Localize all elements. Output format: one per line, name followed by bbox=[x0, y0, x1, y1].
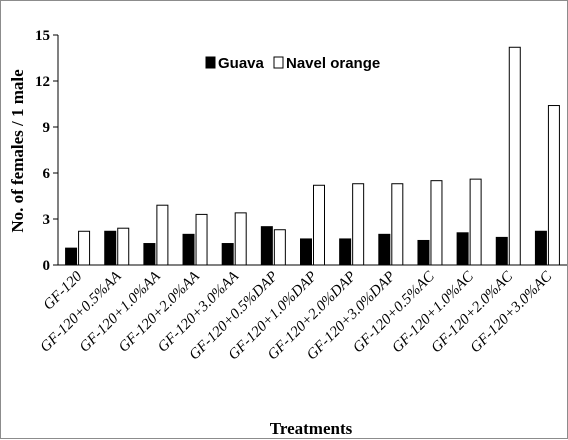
bar-navel-orange bbox=[313, 184, 325, 266]
bar-guava bbox=[495, 236, 508, 266]
bar-navel-orange bbox=[156, 204, 169, 266]
y-tick-label: 9 bbox=[43, 120, 51, 136]
bar-guava bbox=[260, 226, 273, 266]
bar-navel-orange bbox=[430, 180, 443, 266]
bar-navel-orange bbox=[469, 178, 482, 266]
bar-navel-orange bbox=[391, 183, 404, 266]
y-tick-label: 0 bbox=[43, 258, 51, 274]
bar-navel-orange bbox=[352, 183, 365, 266]
y-tick-label: 15 bbox=[35, 28, 50, 44]
bar-navel-orange bbox=[273, 229, 286, 266]
bar-guava bbox=[456, 232, 469, 266]
bar-guava bbox=[339, 238, 352, 266]
bar-navel-orange bbox=[547, 105, 560, 266]
legend-swatch-navel-orange bbox=[273, 56, 284, 69]
bar-guava bbox=[221, 243, 234, 266]
y-axis-title: No. of females / 1 male bbox=[8, 69, 27, 233]
bar-guava bbox=[182, 233, 195, 266]
x-axis-title: Treatments bbox=[270, 419, 353, 438]
bar-navel-orange bbox=[234, 212, 247, 266]
bar-navel-orange bbox=[508, 46, 521, 266]
bar-guava bbox=[378, 233, 391, 266]
bar-guava bbox=[300, 238, 312, 266]
bar-guava bbox=[534, 230, 547, 266]
y-tick-label: 6 bbox=[43, 166, 51, 182]
legend-label-navel-orange: Navel orange bbox=[286, 55, 380, 72]
y-tick-label: 12 bbox=[35, 74, 50, 90]
bar-navel-orange bbox=[78, 230, 91, 266]
legend-swatch-guava bbox=[205, 56, 216, 69]
legend-label-guava: Guava bbox=[218, 55, 265, 72]
bar-guava bbox=[104, 230, 117, 266]
y-tick-label: 3 bbox=[43, 212, 51, 228]
bar-guava bbox=[65, 247, 78, 266]
bar-guava bbox=[417, 239, 430, 266]
bar-guava bbox=[143, 243, 156, 266]
bar-navel-orange bbox=[195, 213, 208, 266]
bar-navel-orange bbox=[117, 227, 130, 266]
